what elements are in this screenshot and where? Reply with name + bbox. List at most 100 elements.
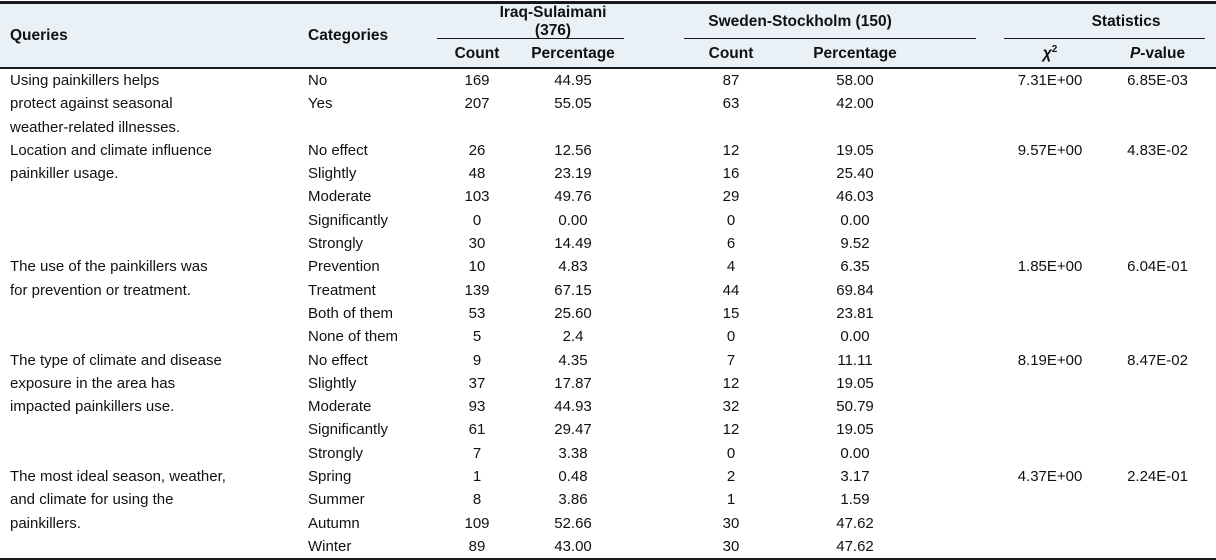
sweden-percentage-cell: 42.00 [836,95,874,113]
iraq-count-cell: 207 [464,95,490,113]
column-header-queries: Queries [0,2,296,69]
category-cell: Winter [308,537,352,555]
table-header: Queries Categories Iraq-Sulaimani (376) … [0,2,1216,69]
table-body: Using painkillers helps protect against … [0,68,1216,559]
category-cell: Autumn [308,514,360,532]
p-value-cell: 4.83E-02 [1127,141,1188,159]
table-row: Strongly 7 3.38 0 0.00 [0,442,1216,465]
iraq-percentage-cell: 3.86 [558,491,588,509]
iraq-percentage-cell: 14.49 [554,235,592,253]
category-cell: Yes [308,95,333,113]
iraq-percentage-cell: 4.35 [558,351,588,369]
sweden-count-cell: 7 [726,351,736,369]
column-group-sweden-stockholm: Sweden-Stockholm (150) [624,2,977,40]
empty-cell [296,116,432,139]
empty-cell [624,116,800,139]
category-cell: Moderate [308,188,372,206]
chi-square-value-cell: 8.19E+00 [1017,351,1083,369]
iraq-percentage-cell: 17.87 [554,374,592,392]
sweden-count-cell: 63 [722,95,740,113]
sweden-percentage-cell: 0.00 [840,328,870,346]
sweden-percentage-cell: 19.05 [836,141,874,159]
category-cell: No [308,72,328,89]
iraq-count-cell: 48 [468,165,486,183]
iraq-percentage-cell: 44.93 [554,398,592,416]
category-cell: Significantly [308,211,389,229]
column-header-chi-square: χ2 [976,40,1125,69]
iraq-percentage-cell: 49.76 [554,188,592,206]
column-group-statistics: Statistics [976,2,1216,40]
table-row: Both of them 53 25.60 15 23.81 [0,302,1216,325]
table-row: Location and climate influence painkille… [0,139,1216,182]
sweden-percentage-cell: 46.03 [836,188,874,206]
iraq-count-cell: 93 [468,398,486,416]
query-cell: Location and climate influence painkille… [10,141,212,183]
category-cell: Spring [308,468,352,486]
iraq-count-cell: 30 [468,235,486,253]
category-cell: Both of them [308,304,394,322]
p-value-cell: 2.24E-01 [1127,468,1188,486]
iraq-percentage-cell: 23.19 [554,165,592,183]
category-cell: Slightly [308,165,357,183]
table-header-group-row: Queries Categories Iraq-Sulaimani (376) … [0,2,1216,69]
p-value-cell: 6.04E-01 [1127,258,1188,276]
query-cell: Using painkillers helps protect against … [10,72,181,136]
table-row: Autumn 109 52.66 30 47.62 [0,512,1216,535]
p-symbol: P [1129,44,1141,62]
category-cell: None of them [308,328,399,346]
iraq-count-cell: 61 [468,421,486,439]
table-row: Treatment 139 67.15 44 69.84 [0,279,1216,302]
sweden-count-cell: 4 [726,258,736,276]
sweden-count-cell: 6 [726,235,736,253]
iraq-count-cell: 0 [472,211,482,229]
sweden-count-cell: 15 [722,304,740,322]
sweden-count-cell: 16 [722,165,740,183]
table-row: Slightly 37 17.87 12 19.05 [0,372,1216,395]
iraq-percentage-cell: 44.95 [554,72,592,89]
iraq-percentage-cell: 29.47 [554,421,592,439]
sweden-count-cell: 0 [726,328,736,346]
iraq-percentage-cell: 67.15 [554,281,592,299]
iraq-count-cell: 169 [464,72,490,89]
column-header-iraq-percentage: Percentage [522,40,625,69]
category-cell: Summer [308,491,365,509]
iraq-percentage-cell: 52.66 [554,514,592,532]
empty-cell [522,116,624,139]
iraq-count-cell: 103 [464,188,490,206]
category-cell: Treatment [308,281,376,299]
sweden-count-cell: 30 [722,514,740,532]
sweden-percentage-cell: 11.11 [837,351,873,369]
sweden-percentage-cell: 1.59 [840,491,870,509]
iraq-count-cell: 8 [472,491,482,509]
chi-square-value-cell: 7.31E+00 [1017,72,1083,89]
category-cell: Significantly [308,421,389,439]
table-row: Strongly 30 14.49 6 9.52 [0,232,1216,255]
table-row: Moderate 103 49.76 29 46.03 [0,185,1216,208]
sweden-percentage-cell: 23.81 [836,304,874,322]
table-row: The type of climate and disease exposure… [0,349,1216,416]
chi-square-value-cell: 9.57E+00 [1017,141,1083,159]
sweden-count-cell: 32 [722,398,740,416]
sweden-percentage-cell: 9.52 [840,235,870,253]
iraq-percentage-cell: 0.00 [558,211,588,229]
iraq-percentage-cell: 43.00 [554,537,592,555]
table-row: None of them 5 2.4 0 0.00 [0,325,1216,348]
sweden-percentage-cell: 25.40 [836,165,874,183]
sweden-count-cell: 12 [722,141,740,159]
table-row: Winter 89 43.00 30 47.62 [0,535,1216,559]
iraq-percentage-cell: 55.05 [554,95,592,113]
sweden-count-cell: 44 [722,281,740,299]
iraq-percentage-cell: 25.60 [554,304,592,322]
iraq-percentage-cell: 2.4 [562,328,584,346]
table-row: Significantly 61 29.47 12 19.05 [0,418,1216,441]
p-value-cell: 8.47E-02 [1127,351,1188,369]
sweden-percentage-cell: 58.00 [836,72,874,89]
table-row: Significantly 0 0.00 0 0.00 [0,209,1216,232]
iraq-percentage-cell: 3.38 [558,444,588,462]
iraq-count-cell: 5 [472,328,482,346]
category-cell: Moderate [308,398,372,416]
category-cell: Prevention [308,258,380,276]
sweden-count-cell: 0 [726,211,736,229]
category-cell: No effect [308,141,368,159]
